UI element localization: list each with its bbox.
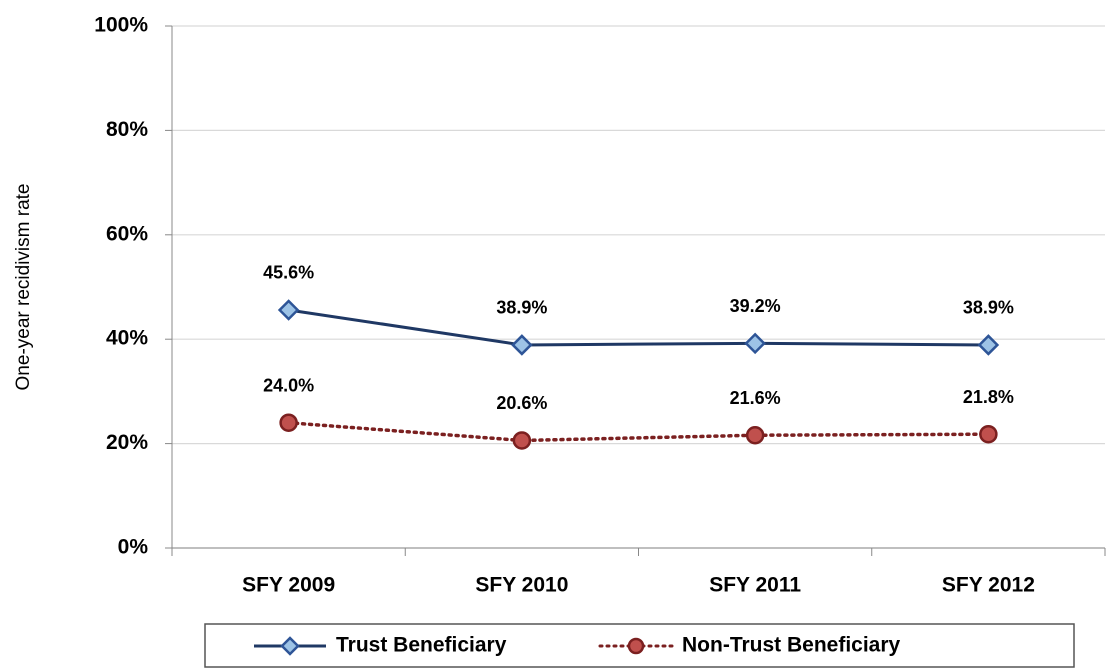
y-tick-label: 60% [106,222,148,245]
data-point [744,332,766,355]
data-point [745,425,765,445]
y-tick-label: 20% [106,431,148,454]
value-label: 20.6% [496,393,547,413]
legend-marker [280,636,300,656]
value-label: 39.2% [730,296,781,316]
legend-label: Trust Beneficiary [336,634,507,657]
y-axis-label: One-year recidivism rate [13,184,34,391]
data-point [512,431,532,450]
value-label: 24.0% [263,375,314,395]
value-label: 21.8% [963,387,1014,407]
x-tick-label: SFY 2010 [475,574,568,597]
value-label: 38.9% [963,298,1014,318]
x-tick-label: SFY 2009 [242,574,335,597]
data-point [979,424,998,444]
y-tick-label: 80% [106,118,148,141]
data-point [977,334,1000,356]
value-label: 45.6% [263,263,314,283]
series-line [288,308,989,347]
y-tick-label: 40% [106,327,148,350]
data-point [277,299,300,321]
x-tick-label: SFY 2011 [709,574,801,597]
y-tick-label: 100% [94,14,148,37]
x-tick-label: SFY 2012 [942,574,1035,597]
value-label: 21.6% [730,388,781,408]
series-line [286,420,991,443]
legend-label: Non-Trust Beneficiary [682,634,901,657]
value-label: 38.9% [496,298,547,318]
y-tick-label: 0% [118,536,149,559]
data-point [511,334,533,356]
data-point [279,413,298,432]
legend-marker [627,637,645,655]
